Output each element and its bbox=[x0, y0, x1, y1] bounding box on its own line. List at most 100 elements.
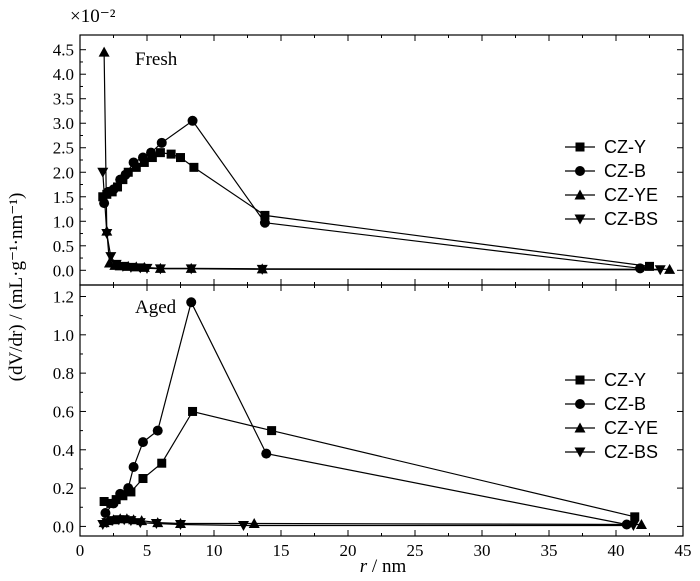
bottom-point-cz-bs bbox=[175, 520, 186, 531]
top-legend-label-cz-bs: CZ-BS bbox=[604, 209, 658, 229]
top-ytick-label: 4.0 bbox=[53, 65, 74, 84]
bottom-point-cz-b bbox=[128, 462, 139, 473]
bottom-ytick-label: 0.2 bbox=[53, 479, 74, 498]
top-series-line-cz-b bbox=[103, 119, 641, 269]
top-point-cz-bs bbox=[117, 261, 129, 272]
bottom-point-cz-bs bbox=[627, 520, 639, 531]
top-point-cz-bs bbox=[185, 264, 197, 275]
bottom-legend-label-cz-ye: CZ-YE bbox=[604, 418, 658, 438]
top-point-cz-ye bbox=[664, 263, 676, 274]
bottom-ytick-label: 0.0 bbox=[53, 517, 74, 536]
bottom-point-cz-b bbox=[186, 297, 197, 308]
xtick-label: 45 bbox=[675, 541, 692, 560]
top-point-cz-y bbox=[155, 148, 165, 158]
top-point-cz-y bbox=[260, 210, 270, 220]
top-ytick-label: 1.0 bbox=[53, 212, 74, 231]
top-ytick-label: 1.5 bbox=[53, 188, 74, 207]
panel-label-fresh: Fresh bbox=[135, 49, 178, 70]
top-point-cz-y bbox=[189, 162, 199, 172]
panel-label-aged: Aged bbox=[135, 297, 177, 318]
bottom-point-cz-b bbox=[152, 425, 163, 436]
x-axis-title: r / nm bbox=[360, 556, 407, 577]
top-point-cz-bs bbox=[141, 263, 153, 274]
bottom-point-cz-bs bbox=[134, 518, 146, 529]
top-ytick-label: 3.5 bbox=[53, 90, 74, 109]
top-point-cz-b bbox=[137, 152, 148, 163]
top-point-cz-bs bbox=[101, 229, 113, 240]
bottom-ytick-label: 1.2 bbox=[53, 287, 74, 306]
top-point-cz-b bbox=[128, 157, 139, 168]
top-point-cz-b bbox=[259, 217, 270, 228]
top-ytick-label: 4.5 bbox=[53, 41, 74, 60]
top-point-cz-ye bbox=[98, 46, 110, 57]
top-point-cz-y bbox=[176, 153, 185, 163]
bottom-point-cz-y bbox=[630, 512, 640, 522]
bottom-ytick-label: 0.8 bbox=[53, 364, 74, 383]
bottom-legend-marker-cz-ye bbox=[574, 422, 586, 433]
bottom-point-cz-y bbox=[138, 474, 148, 484]
top-point-cz-y bbox=[139, 157, 149, 167]
bottom-point-cz-bs bbox=[125, 516, 137, 527]
xtick-label: 0 bbox=[76, 541, 85, 560]
bottom-series-line-cz-y bbox=[103, 410, 635, 518]
top-legend-label-cz-b: CZ-B bbox=[604, 161, 646, 181]
top-legend-marker-cz-bs bbox=[574, 214, 586, 225]
xtick-label: 35 bbox=[541, 541, 558, 560]
xtick-label: 30 bbox=[474, 541, 491, 560]
top-point-cz-b bbox=[187, 115, 198, 126]
bottom-point-cz-b bbox=[137, 437, 148, 448]
top-ytick-label: 3.0 bbox=[53, 114, 74, 133]
top-legend-label-cz-y: CZ-Y bbox=[604, 137, 646, 157]
xtick-label: 20 bbox=[340, 541, 357, 560]
bottom-panel-ticks: 0.0 0.2 0.4 0.6 0.8 1.0 1.2 bbox=[53, 287, 683, 536]
top-point-cz-bs bbox=[256, 264, 268, 275]
top-point-cz-bs bbox=[125, 262, 137, 273]
y-axis-title: (dV/dr) / (mL·g⁻¹·nm⁻¹) bbox=[6, 193, 27, 382]
top-panel-ticks: 0.0 0.5 1.0 1.5 2.0 2.5 3.0 3.5 4.0 4.5 bbox=[53, 41, 683, 280]
top-ytick-label: 0.5 bbox=[53, 237, 74, 256]
xtick-label: 10 bbox=[206, 541, 223, 560]
top-point-cz-y bbox=[166, 149, 176, 159]
bottom-point-cz-y bbox=[267, 426, 277, 436]
xtick-label: 25 bbox=[407, 541, 424, 560]
top-point-cz-y bbox=[645, 261, 654, 271]
bottom-point-cz-b bbox=[261, 448, 272, 459]
bottom-point-cz-bs bbox=[150, 519, 162, 530]
xtick-label: 5 bbox=[143, 541, 152, 560]
bottom-point-cz-bs bbox=[106, 516, 118, 527]
top-point-cz-bs bbox=[654, 265, 666, 276]
bottom-panel-legend: CZ-Y CZ-B CZ-YE CZ-BS bbox=[565, 370, 658, 462]
xtick-label: 40 bbox=[608, 541, 625, 560]
top-panel-legend: CZ-Y CZ-B CZ-YE CZ-BS bbox=[565, 137, 658, 229]
bottom-series-line-cz-b bbox=[105, 300, 627, 526]
top-point-cz-bs bbox=[105, 252, 117, 263]
top-legend-marker-cz-b bbox=[575, 166, 585, 176]
bottom-panel-series bbox=[97, 297, 647, 531]
x-axis-unit: / nm bbox=[367, 556, 406, 577]
top-point-cz-y bbox=[147, 153, 157, 163]
top-panel-series bbox=[97, 46, 676, 276]
x-axis-variable: r bbox=[360, 556, 368, 577]
top-point-cz-bs bbox=[97, 167, 109, 178]
bottom-panel-frame bbox=[79, 284, 684, 537]
bottom-ytick-label: 1.0 bbox=[53, 326, 74, 345]
bottom-legend-marker-cz-bs bbox=[574, 447, 586, 458]
bottom-legend-marker-cz-b bbox=[575, 399, 585, 409]
top-point-cz-b bbox=[156, 137, 167, 148]
top-ytick-label: 2.5 bbox=[53, 139, 74, 158]
bottom-legend-marker-cz-y bbox=[575, 375, 585, 385]
top-ytick-label: 2.0 bbox=[53, 163, 74, 182]
bottom-point-cz-y bbox=[157, 458, 167, 468]
top-point-cz-b bbox=[146, 147, 157, 158]
bottom-point-cz-ye bbox=[635, 519, 647, 530]
top-point-cz-y bbox=[131, 162, 141, 172]
top-series-line-cz-bs bbox=[102, 172, 661, 271]
top-legend-marker-cz-ye bbox=[574, 189, 586, 200]
bottom-point-cz-b bbox=[123, 483, 134, 494]
bottom-point-cz-y bbox=[99, 497, 109, 507]
bottom-point-cz-b bbox=[115, 488, 126, 499]
bottom-legend-label-cz-bs: CZ-BS bbox=[604, 442, 658, 462]
top-point-cz-bs bbox=[154, 264, 166, 275]
bottom-legend-label-cz-b: CZ-B bbox=[604, 394, 646, 414]
